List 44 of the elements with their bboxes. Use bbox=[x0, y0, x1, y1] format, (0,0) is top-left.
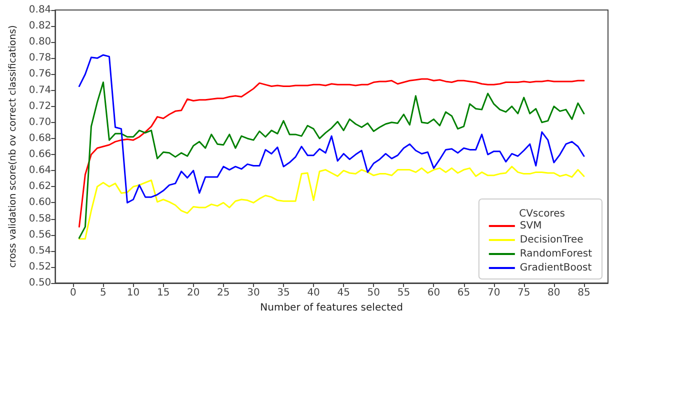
y-tick-label: 0.76 bbox=[28, 68, 52, 80]
legend-label: GradientBoost bbox=[520, 262, 592, 274]
x-tick-label: 85 bbox=[578, 288, 590, 298]
y-tick-label: 0.54 bbox=[28, 245, 52, 256]
y-tick-label: 0.68 bbox=[28, 132, 52, 144]
y-tick-label: 0.50 bbox=[28, 278, 52, 288]
x-tick-label: 60 bbox=[427, 288, 440, 298]
x-tick-label: 35 bbox=[277, 288, 290, 298]
x-tick-label: 0 bbox=[70, 288, 76, 298]
y-tick-label: 0.80 bbox=[28, 36, 52, 48]
y-tick-label: 0.66 bbox=[28, 149, 52, 160]
legend-label: DecisionTree bbox=[520, 234, 584, 246]
y-tick-label: 0.52 bbox=[28, 261, 52, 272]
legend-label: SVM bbox=[520, 220, 542, 232]
x-tick-label: 65 bbox=[457, 288, 470, 298]
line-series bbox=[78, 54, 585, 204]
legend-title: CVscores bbox=[519, 208, 566, 220]
y-tick-label: 0.60 bbox=[28, 197, 52, 208]
x-tick-label: 40 bbox=[307, 288, 320, 298]
x-tick-label: 55 bbox=[397, 288, 410, 298]
y-tick-label: 0.74 bbox=[28, 84, 52, 96]
y-tick-label: 0.72 bbox=[28, 100, 52, 112]
x-tick-label: 30 bbox=[247, 288, 260, 298]
y-tick-label: 0.84 bbox=[28, 4, 52, 16]
legend-label: RandomForest bbox=[520, 248, 592, 260]
x-tick-label: 20 bbox=[187, 288, 200, 298]
x-tick-label: 70 bbox=[487, 288, 500, 298]
x-tick-label: 45 bbox=[337, 288, 350, 298]
y-tick-label: 0.78 bbox=[28, 52, 52, 64]
x-tick-label: 25 bbox=[217, 288, 230, 298]
x-tick-label: 75 bbox=[518, 288, 530, 298]
x-tick-label: 50 bbox=[367, 288, 380, 298]
x-tick-label: 5 bbox=[100, 288, 106, 298]
x-tick-label: 10 bbox=[126, 288, 140, 298]
x-tick-label: 15 bbox=[156, 288, 170, 298]
y-tick-label: 0.64 bbox=[28, 165, 52, 176]
y-tick-label: 0.70 bbox=[28, 116, 52, 128]
x-axis-title: Number of features selected bbox=[260, 302, 404, 314]
y-tick-label: 0.62 bbox=[28, 181, 52, 192]
y-tick-label: 0.82 bbox=[28, 20, 52, 32]
y-tick-label: 0.56 bbox=[28, 229, 52, 240]
x-tick-label: 80 bbox=[548, 288, 560, 298]
y-tick-label: 0.58 bbox=[28, 213, 52, 224]
y-axis-title: cross validation score(nb ov correct classifications) bbox=[8, 25, 18, 268]
